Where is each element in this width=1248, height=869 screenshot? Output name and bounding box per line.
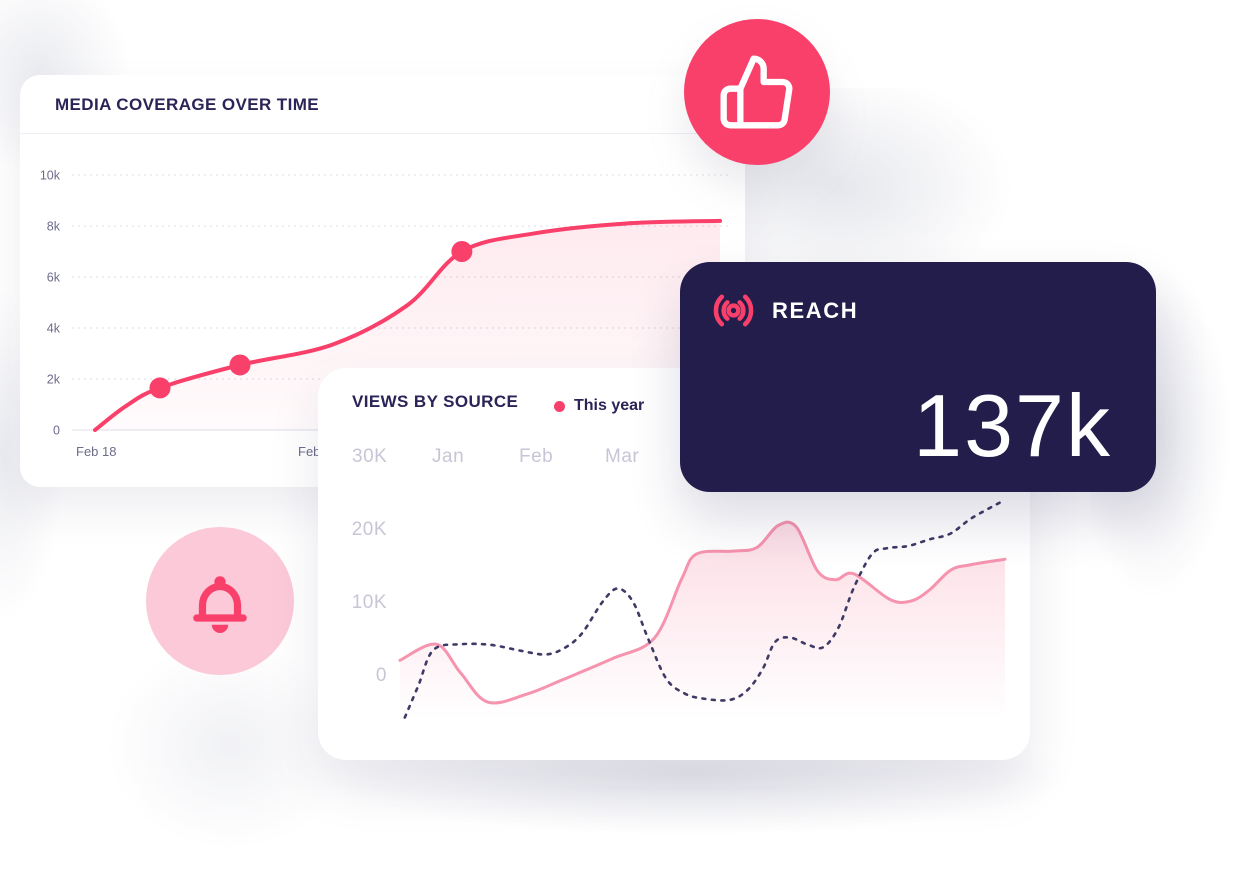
bell-icon [193, 576, 247, 633]
views-by-source-title: VIEWS BY SOURCE [352, 392, 519, 411]
media-coverage-title: MEDIA COVERAGE OVER TIME [55, 95, 319, 114]
x-tick-label: Feb 18 [76, 444, 116, 459]
thumbs-up-icon [720, 55, 793, 129]
y-tick-label: 10k [40, 169, 61, 183]
series-line-solid [398, 520, 1007, 705]
views-by-source-chart: 30K Jan Feb Mar 20K 10K 0 [352, 446, 1007, 720]
x-tick-label: Mar [605, 446, 639, 467]
y-tick-label: 0 [53, 424, 60, 438]
data-point-marker [451, 241, 473, 262]
x-tick-label: Feb [519, 446, 553, 467]
x-tick-label: Feb [298, 444, 320, 459]
area-fill [400, 522, 1005, 720]
legend-label: This year [574, 397, 645, 414]
broadcast-icon [713, 294, 754, 327]
reach-value: 137k [913, 376, 1112, 475]
data-point-marker [229, 354, 251, 376]
reach-label: REACH [772, 297, 859, 323]
series-line [93, 218, 722, 432]
reach-card: REACH 137k [680, 262, 1156, 492]
series-line-dashed [403, 498, 1007, 719]
y-tick-label: 8k [47, 220, 61, 234]
legend-dot [554, 400, 565, 412]
y-tick-label: 10K [352, 592, 387, 613]
card-header-divider [20, 133, 745, 134]
background-glow [260, 742, 1220, 869]
reach-card-header: REACH [710, 290, 858, 331]
y-tick-label: 30K [352, 446, 387, 467]
y-tick-label: 0 [376, 665, 387, 686]
y-tick-label: 2k [47, 373, 61, 387]
y-tick-label: 6k [47, 271, 61, 285]
x-tick-label: Jan [432, 446, 464, 467]
y-tick-label: 4k [47, 322, 61, 336]
chart-legend: This year [554, 397, 644, 415]
y-tick-label: 20K [352, 519, 387, 540]
data-point-marker [149, 377, 171, 399]
notification-badge [146, 527, 294, 675]
thumbs-up-badge [684, 19, 830, 165]
